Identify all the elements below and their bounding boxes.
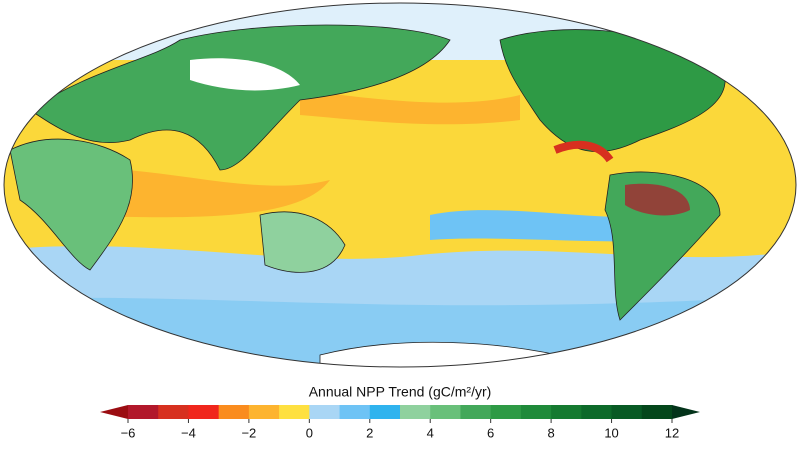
colorbar-segment — [218, 405, 250, 419]
colorbar-segment — [611, 405, 643, 419]
desert — [190, 58, 300, 91]
tick-label: 2 — [366, 425, 373, 440]
colorbar-segment — [520, 405, 552, 419]
tick-label: −4 — [181, 425, 196, 440]
colorbar-extend-min — [100, 405, 128, 419]
tick-label: −6 — [121, 425, 136, 440]
eurasia — [29, 24, 451, 171]
colorbar-segment — [128, 405, 159, 419]
colorbar-segment — [400, 405, 431, 419]
australia — [259, 211, 346, 273]
colorbar-segment — [158, 405, 189, 419]
map — [4, 3, 796, 367]
colorbar-segment — [339, 405, 371, 419]
colorbar-extend-max — [672, 405, 700, 419]
colorbar-segment — [188, 405, 220, 419]
map-outline — [3, 2, 797, 368]
colorbar-segment — [641, 405, 673, 419]
colorbar-segment — [279, 405, 310, 419]
colorbar-segment — [490, 405, 522, 419]
colorbar-segment — [430, 405, 461, 419]
trend-hotspot — [553, 140, 614, 163]
tick-label: 6 — [487, 425, 494, 440]
tick-label: 4 — [427, 425, 434, 440]
tick-label: 0 — [306, 425, 313, 440]
colorbar: −6 −4 −2 0 2 4 6 8 10 12 — [100, 405, 700, 440]
colorbar-segment — [309, 405, 341, 419]
tick-label: −2 — [241, 425, 256, 440]
trend-hotspot — [625, 183, 690, 216]
africa — [9, 138, 133, 271]
north-pacific — [300, 90, 520, 125]
colorbar-segment — [460, 405, 492, 419]
colorbar-segment — [248, 405, 280, 419]
colorbar-segment — [369, 405, 401, 419]
tick-label: 10 — [604, 425, 618, 440]
colorbar-segment — [551, 405, 582, 419]
tick-label: 8 — [547, 425, 554, 440]
colorbar-segment — [581, 405, 613, 419]
tick-label: 12 — [665, 425, 679, 440]
colorbar-title: Annual NPP Trend (gC/m²/yr) — [309, 384, 492, 400]
